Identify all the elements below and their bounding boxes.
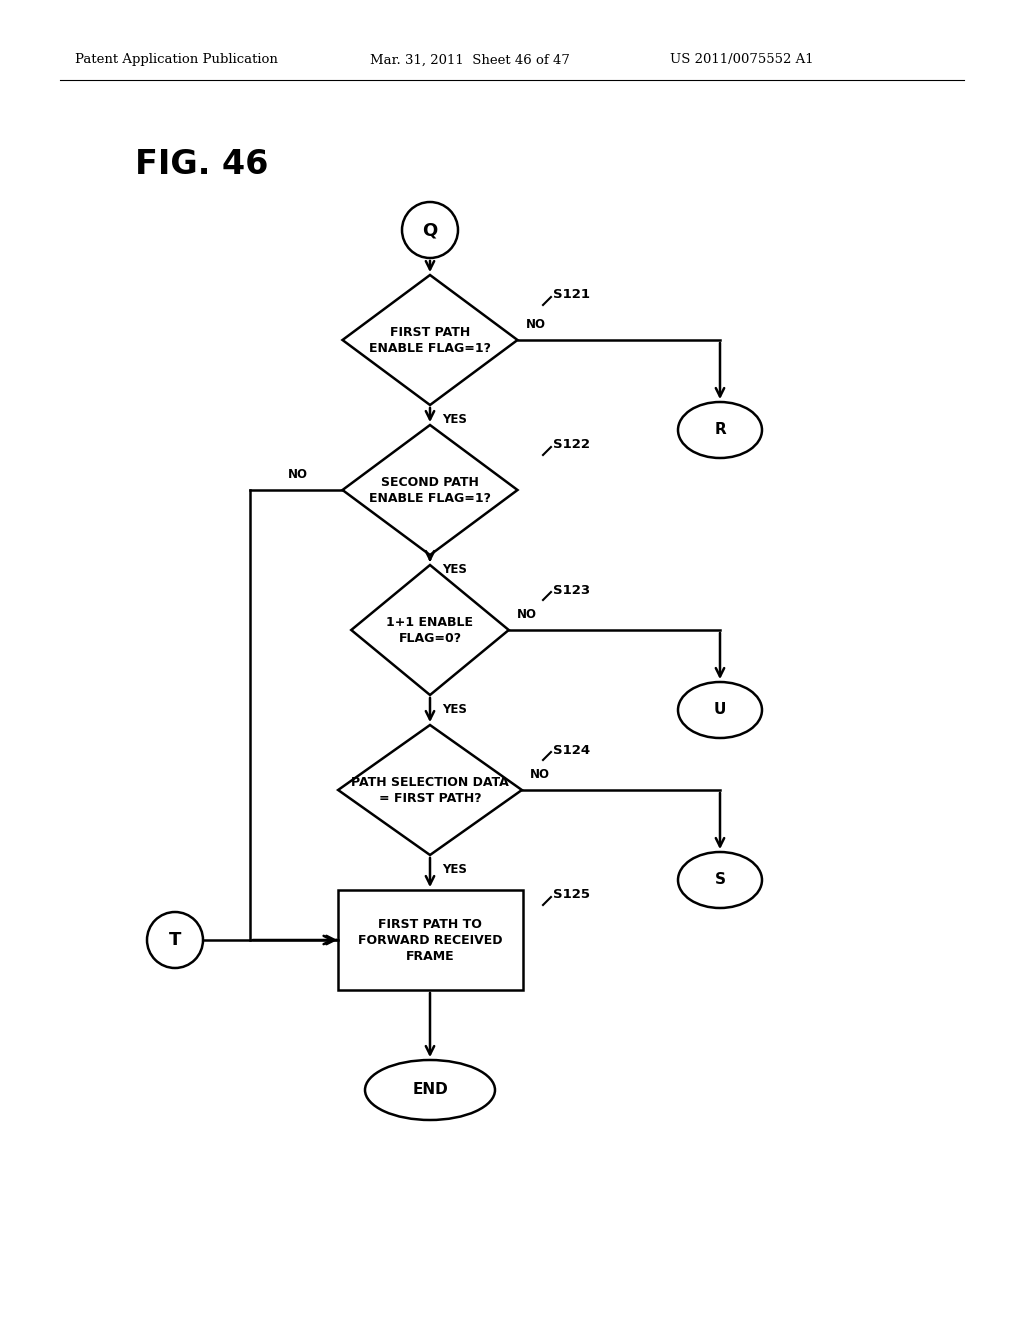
Text: YES: YES	[442, 863, 467, 876]
Text: S123: S123	[553, 583, 590, 597]
Text: S121: S121	[553, 289, 590, 301]
Text: S124: S124	[553, 743, 590, 756]
Text: NO: NO	[525, 318, 546, 331]
Text: END: END	[412, 1082, 447, 1097]
Text: 1+1 ENABLE
FLAG=0?: 1+1 ENABLE FLAG=0?	[386, 615, 473, 644]
Text: FIRST PATH
ENABLE FLAG=1?: FIRST PATH ENABLE FLAG=1?	[369, 326, 490, 355]
Text: NO: NO	[517, 609, 537, 620]
Text: T: T	[169, 931, 181, 949]
Text: NO: NO	[529, 768, 550, 781]
Text: YES: YES	[442, 413, 467, 426]
Text: S: S	[715, 873, 725, 887]
Text: YES: YES	[442, 564, 467, 576]
Text: Q: Q	[422, 220, 437, 239]
Text: S122: S122	[553, 438, 590, 451]
Text: SECOND PATH
ENABLE FLAG=1?: SECOND PATH ENABLE FLAG=1?	[369, 475, 490, 504]
Text: S125: S125	[553, 888, 590, 902]
Text: PATH SELECTION DATA
= FIRST PATH?: PATH SELECTION DATA = FIRST PATH?	[351, 776, 509, 804]
Bar	[338, 890, 522, 990]
Text: US 2011/0075552 A1: US 2011/0075552 A1	[670, 54, 814, 66]
Text: NO: NO	[288, 469, 307, 480]
Text: FIRST PATH TO
FORWARD RECEIVED
FRAME: FIRST PATH TO FORWARD RECEIVED FRAME	[357, 917, 502, 962]
Text: U: U	[714, 702, 726, 718]
Text: FIG. 46: FIG. 46	[135, 149, 268, 181]
Text: Mar. 31, 2011  Sheet 46 of 47: Mar. 31, 2011 Sheet 46 of 47	[370, 54, 570, 66]
Text: R: R	[714, 422, 726, 437]
Text: Patent Application Publication: Patent Application Publication	[75, 54, 278, 66]
Text: YES: YES	[442, 704, 467, 715]
